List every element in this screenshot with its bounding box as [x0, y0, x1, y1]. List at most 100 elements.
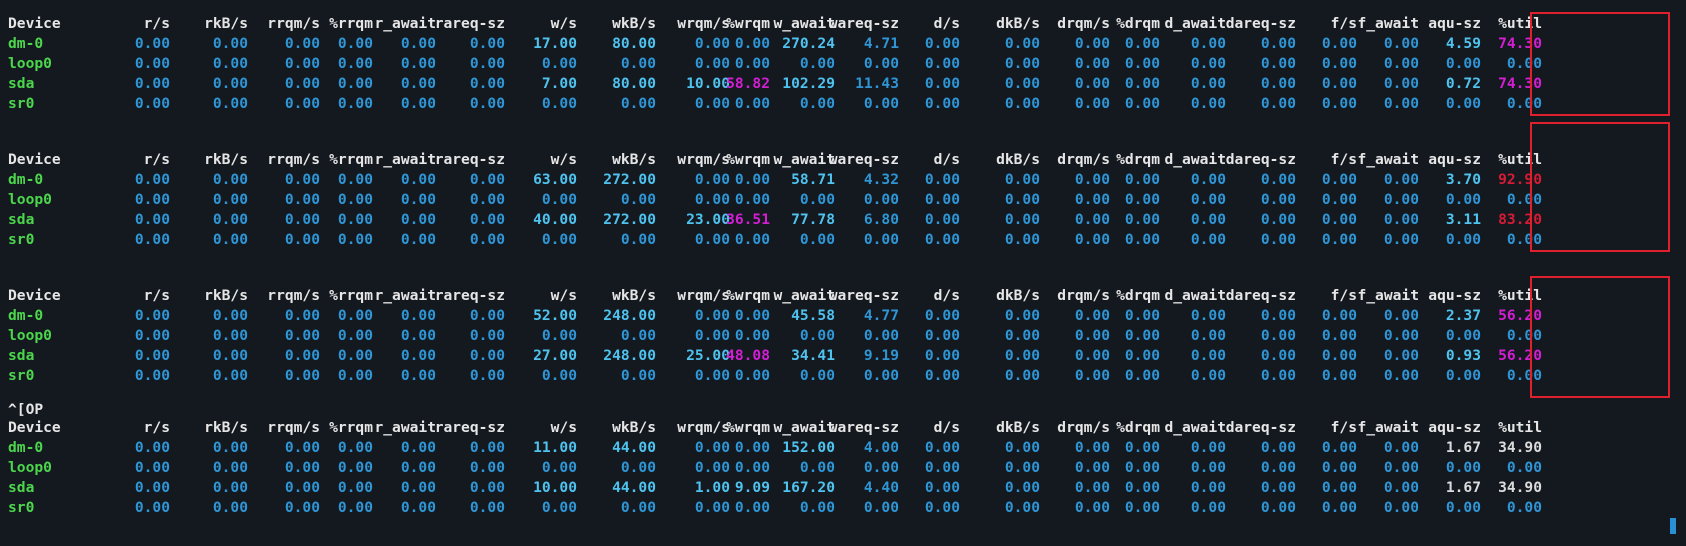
stat-value: 0.00	[1124, 171, 1160, 188]
stat-value: 23.00	[686, 211, 730, 228]
stat-value: 0.00	[924, 307, 960, 324]
stat-value: 0.00	[734, 367, 770, 384]
stat-value: 0.00	[1074, 75, 1110, 92]
column-header-wrqm: %wrqm	[726, 151, 770, 168]
stat-value: 0.00	[1074, 327, 1110, 344]
stat-value: 0.93	[1445, 347, 1481, 364]
stat-value: 0.00	[469, 499, 505, 516]
stat-value: 0.00	[863, 231, 899, 248]
stat-value: 0.00	[924, 75, 960, 92]
stat-value: 0.00	[694, 35, 730, 52]
stat-value: 0.00	[337, 307, 373, 324]
column-header-d-await: d_await	[1164, 287, 1226, 304]
stat-value: 0.00	[284, 191, 320, 208]
stat-value: 0.00	[1190, 211, 1226, 228]
stat-value: 0.00	[134, 367, 170, 384]
stat-value: 0.00	[924, 191, 960, 208]
stat-value: 0.00	[1074, 55, 1110, 72]
stat-value: 0.00	[1074, 499, 1110, 516]
column-header-w-s: w/s	[550, 419, 577, 436]
column-header-aqu-sz: aqu-sz	[1428, 151, 1481, 168]
stat-value: 0.00	[1260, 479, 1296, 496]
stat-value: 0.00	[1383, 499, 1419, 516]
stat-value: 0.00	[212, 439, 248, 456]
stat-value: 0.00	[734, 231, 770, 248]
stat-value: 0.00	[734, 191, 770, 208]
stat-value: 0.00	[924, 327, 960, 344]
column-header-drqm: %drqm	[1116, 15, 1160, 32]
stat-value: 0.00	[1445, 55, 1481, 72]
stat-value: 0.00	[694, 307, 730, 324]
stat-value: 0.00	[1383, 231, 1419, 248]
stat-value: 0.00	[1321, 459, 1357, 476]
stat-value: 0.00	[541, 459, 577, 476]
stat-value: 0.00	[1445, 499, 1481, 516]
stat-value: 0.00	[924, 347, 960, 364]
stat-value: 0.00	[1321, 211, 1357, 228]
scrollbar-thumb[interactable]	[1670, 518, 1676, 534]
stat-value: 0.00	[134, 35, 170, 52]
stat-value: 0.00	[212, 171, 248, 188]
stat-value: 0.00	[1190, 327, 1226, 344]
stat-value: 248.00	[603, 307, 656, 324]
stat-value: 0.00	[134, 171, 170, 188]
stat-value: 7.00	[541, 75, 577, 92]
stat-value: 0.00	[134, 231, 170, 248]
stat-value: 0.00	[469, 231, 505, 248]
stat-value: 0.00	[1190, 367, 1226, 384]
stat-value: 0.00	[799, 191, 835, 208]
stat-value: 0.00	[212, 35, 248, 52]
stat-value: 0.00	[620, 95, 656, 112]
column-header-rrqm: %rrqm	[329, 151, 373, 168]
stat-value: 0.00	[134, 211, 170, 228]
stat-value: 0.00	[337, 211, 373, 228]
stat-value: 0.00	[1004, 211, 1040, 228]
stat-value: 0.00	[400, 367, 436, 384]
column-header-f-s: f/s	[1330, 15, 1357, 32]
stat-value: 0.00	[620, 231, 656, 248]
column-header-rkb-s: rkB/s	[204, 151, 248, 168]
stat-value: 0.00	[863, 327, 899, 344]
stat-value: 3.70	[1445, 171, 1481, 188]
stat-value: 80.00	[612, 35, 656, 52]
column-header-dkb-s: dkB/s	[996, 287, 1040, 304]
stat-value: 0.00	[337, 479, 373, 496]
column-header-wkb-s: wkB/s	[612, 419, 656, 436]
stat-value: 270.24	[782, 35, 835, 52]
stat-value: 0.00	[1383, 95, 1419, 112]
stat-value: 0.00	[337, 75, 373, 92]
stat-value: 0.00	[400, 75, 436, 92]
stat-value: 0.00	[1321, 479, 1357, 496]
stat-value: 0.00	[620, 459, 656, 476]
stat-value: 0.00	[1260, 35, 1296, 52]
stat-value: 0.00	[1004, 75, 1040, 92]
stat-value: 0.00	[284, 367, 320, 384]
stat-value: 0.00	[541, 231, 577, 248]
escape-sequence-text: ^[OP	[8, 401, 44, 418]
column-header-aqu-sz: aqu-sz	[1428, 15, 1481, 32]
stat-value: 0.00	[1190, 95, 1226, 112]
stat-value: 0.00	[1383, 439, 1419, 456]
stat-value: 0.00	[337, 347, 373, 364]
stat-value: 0.00	[1506, 367, 1542, 384]
stat-value: 0.00	[924, 367, 960, 384]
stat-value: 0.00	[1124, 95, 1160, 112]
stat-value: 0.00	[1321, 231, 1357, 248]
stat-value: 0.00	[1321, 95, 1357, 112]
column-header-wkb-s: wkB/s	[612, 151, 656, 168]
stat-value: 248.00	[603, 347, 656, 364]
stat-value: 0.00	[1074, 211, 1110, 228]
stat-value: 0.00	[1004, 171, 1040, 188]
column-header-w-await: w_await	[773, 15, 835, 32]
stat-value: 0.00	[1260, 231, 1296, 248]
device-stats-row: dm-0 0.00 0.00 0.00 0.00 0.00 0.00 63.00 272.00 0…	[0, 170, 1686, 190]
stat-value: 0.00	[924, 499, 960, 516]
stat-value: 45.58	[791, 307, 835, 324]
stat-value: 0.00	[400, 307, 436, 324]
stat-value: 0.00	[212, 479, 248, 496]
stat-value: 0.00	[1383, 327, 1419, 344]
stat-value: 0.00	[1506, 327, 1542, 344]
stat-value: 0.00	[863, 459, 899, 476]
stat-value: 0.00	[1506, 499, 1542, 516]
